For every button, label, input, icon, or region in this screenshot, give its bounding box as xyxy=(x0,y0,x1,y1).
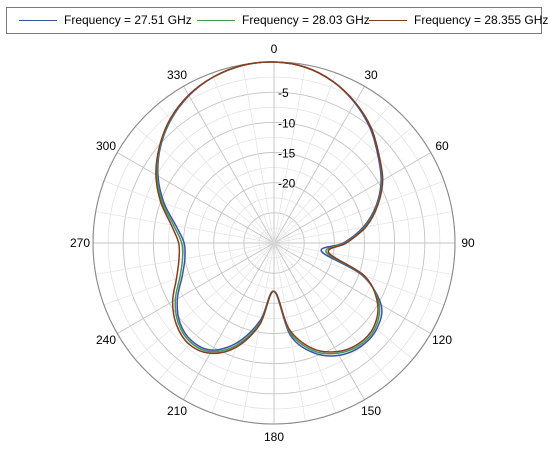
angular-grid-spoke xyxy=(135,242,275,360)
angular-grid-spoke xyxy=(273,86,365,244)
angular-grid-spoke xyxy=(273,126,413,244)
angular-tick-label: 90 xyxy=(461,236,475,250)
angular-tick-label: 120 xyxy=(432,333,452,347)
angular-grid-spoke xyxy=(211,242,275,414)
radial-tick-label: -20 xyxy=(278,177,296,191)
angular-grid-spoke xyxy=(103,180,275,244)
angular-grid-spoke xyxy=(135,126,275,244)
angular-grid-spoke xyxy=(273,242,453,275)
angular-tick-label: 330 xyxy=(167,68,187,82)
series-line-3 xyxy=(155,61,384,355)
angular-grid-spoke xyxy=(273,242,391,382)
angular-grid-spoke xyxy=(95,211,275,244)
radial-tick-label: -15 xyxy=(278,147,296,161)
angular-tick-label: 0 xyxy=(271,42,278,56)
angular-grid-spoke xyxy=(273,180,445,244)
angular-grid-spoke xyxy=(157,104,275,244)
angular-tick-label: 240 xyxy=(96,333,116,347)
radial-tick-label: -10 xyxy=(278,116,296,130)
radial-tick-label: -5 xyxy=(278,86,289,100)
angular-grid-spoke xyxy=(157,242,275,382)
legend-swatch-series-2 xyxy=(197,20,235,21)
angular-grid-spoke xyxy=(273,64,306,244)
legend-label-series-2: Frequency = 28.03 GHz xyxy=(242,13,370,27)
angular-tick-label: 300 xyxy=(96,139,116,153)
angular-tick-label: 60 xyxy=(435,139,449,153)
angular-grid-spoke xyxy=(273,242,431,334)
angular-tick-label: 150 xyxy=(361,404,381,418)
angular-grid-spoke xyxy=(273,152,431,244)
legend-label-series-1: Frequency = 27.51 GHz xyxy=(64,13,192,27)
legend-label-series-3: Frequency = 28.355 GHz xyxy=(414,13,549,27)
angular-grid-spoke xyxy=(183,86,275,244)
angular-grid-spoke xyxy=(211,72,275,244)
angular-tick-label: 180 xyxy=(264,430,284,444)
angular-grid-spoke xyxy=(273,242,365,400)
angular-grid-spoke xyxy=(273,242,445,306)
legend-swatch-series-3 xyxy=(369,20,407,21)
angular-grid-spoke xyxy=(242,242,275,422)
chart-legend: Frequency = 27.51 GHz Frequency = 28.03 … xyxy=(6,7,548,34)
angular-tick-label: 30 xyxy=(364,68,378,82)
angular-grid-spoke xyxy=(117,242,275,334)
angular-grid-spoke xyxy=(273,242,337,414)
angular-tick-label: 210 xyxy=(167,404,187,418)
angular-grid-spoke xyxy=(103,242,275,306)
angular-tick-label: 270 xyxy=(70,236,90,250)
angular-grid-spoke xyxy=(273,242,413,360)
angular-grid-spoke xyxy=(273,72,337,244)
angular-grid-spoke xyxy=(117,152,275,244)
angular-grid-spoke xyxy=(183,242,275,400)
angular-grid-spoke xyxy=(242,64,275,244)
legend-swatch-series-1 xyxy=(19,20,57,21)
